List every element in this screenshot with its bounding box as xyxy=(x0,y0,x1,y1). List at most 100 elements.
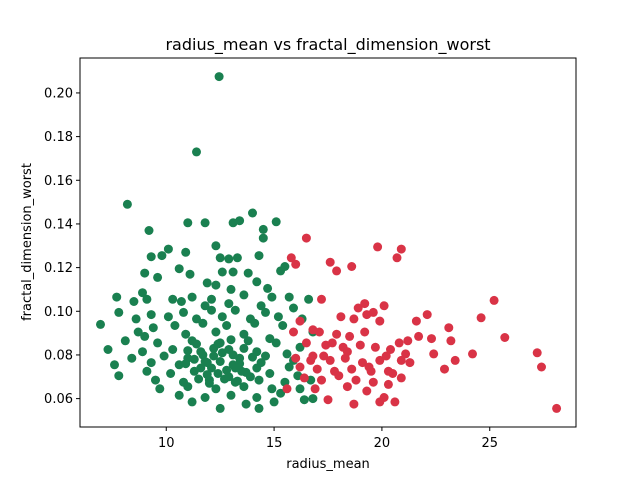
data-point-0-162 xyxy=(252,363,262,373)
data-point-0-55 xyxy=(261,307,270,317)
x-tick-label: 20 xyxy=(374,436,391,451)
x-axis-ticks: 10 15 20 25 xyxy=(158,427,498,451)
y-tick-label: 0.16 xyxy=(44,174,73,189)
data-point-1-14 xyxy=(414,331,424,341)
data-point-0-138 xyxy=(269,397,279,407)
data-point-0-136 xyxy=(187,397,197,407)
data-point-0-19 xyxy=(224,254,234,264)
data-point-0-2 xyxy=(122,199,132,209)
data-point-0-66 xyxy=(148,323,158,333)
data-point-0-108 xyxy=(166,369,176,378)
data-point-0-10 xyxy=(258,224,268,234)
data-point-1-5 xyxy=(476,313,486,323)
data-point-0-42 xyxy=(267,292,277,302)
data-point-1-3 xyxy=(500,333,510,342)
x-tick-label: 15 xyxy=(266,436,283,451)
data-point-0-17 xyxy=(215,253,225,263)
data-point-0-74 xyxy=(181,329,191,339)
y-tick-label: 0.12 xyxy=(44,261,73,276)
data-point-1-71 xyxy=(286,253,296,263)
data-point-0-131 xyxy=(276,388,286,398)
data-point-0-32 xyxy=(211,280,221,290)
data-point-0-62 xyxy=(273,312,283,322)
data-point-0-106 xyxy=(114,371,124,381)
data-point-0-146 xyxy=(228,350,238,360)
data-point-0-83 xyxy=(271,338,281,348)
data-point-1-58 xyxy=(317,375,326,385)
data-point-0-164 xyxy=(217,348,227,358)
data-point-0-33 xyxy=(226,284,236,294)
data-point-1-86 xyxy=(306,355,316,365)
data-point-0-121 xyxy=(155,384,165,394)
data-point-0-45 xyxy=(142,294,152,304)
data-point-0-123 xyxy=(211,384,221,394)
data-point-0-64 xyxy=(96,319,105,329)
data-point-1-19 xyxy=(383,379,393,389)
data-point-0-153 xyxy=(232,376,242,386)
data-point-1-30 xyxy=(332,266,342,276)
data-point-0-9 xyxy=(144,226,154,235)
data-point-1-67 xyxy=(375,397,385,407)
x-tick-label: 25 xyxy=(481,436,498,451)
data-point-1-24 xyxy=(396,244,406,254)
data-point-0-129 xyxy=(226,390,236,400)
data-point-0-100 xyxy=(146,358,156,368)
data-point-0-36 xyxy=(112,292,122,302)
data-point-1-20 xyxy=(396,373,406,383)
data-point-0-142 xyxy=(202,370,212,380)
data-point-0-114 xyxy=(151,375,160,385)
y-tick-label: 0.10 xyxy=(44,305,73,320)
data-point-1-29 xyxy=(301,233,311,243)
data-point-0-41 xyxy=(239,290,249,300)
data-point-1-45 xyxy=(291,353,301,363)
data-point-0-134 xyxy=(215,403,225,413)
data-point-0-163 xyxy=(245,372,255,382)
data-point-0-93 xyxy=(159,351,169,361)
data-point-0-126 xyxy=(295,384,305,394)
chart-title: radius_mean vs fractal_dimension_worst xyxy=(165,35,490,55)
data-point-0-139 xyxy=(183,346,193,356)
data-point-0-38 xyxy=(168,294,178,304)
x-tick-label: 10 xyxy=(158,436,175,451)
data-point-0-124 xyxy=(239,382,249,392)
data-point-1-51 xyxy=(295,362,305,372)
data-point-0-51 xyxy=(146,310,156,320)
data-point-0-91 xyxy=(282,349,292,359)
data-point-0-44 xyxy=(304,294,314,304)
data-point-1-8 xyxy=(446,336,456,346)
data-point-1-0 xyxy=(552,403,562,413)
data-point-1-37 xyxy=(345,331,355,341)
data-point-1-17 xyxy=(396,355,406,365)
data-point-1-16 xyxy=(401,349,411,359)
data-point-0-18 xyxy=(232,253,242,263)
data-point-0-47 xyxy=(200,301,210,311)
data-point-1-31 xyxy=(317,294,326,304)
data-point-0-70 xyxy=(250,318,260,328)
data-point-0-68 xyxy=(198,318,208,328)
data-point-1-9 xyxy=(444,323,454,333)
data-point-0-127 xyxy=(174,390,184,400)
data-point-1-70 xyxy=(323,395,333,405)
data-point-0-58 xyxy=(163,312,173,322)
data-point-1-13 xyxy=(411,316,421,326)
data-point-0-144 xyxy=(215,357,225,366)
data-point-0-28 xyxy=(276,266,286,276)
data-point-0-69 xyxy=(222,321,232,330)
data-point-0-13 xyxy=(211,241,221,251)
y-tick-label: 0.20 xyxy=(44,86,73,101)
data-point-0-1 xyxy=(192,147,201,157)
data-point-1-60 xyxy=(351,375,361,385)
data-point-1-36 xyxy=(332,329,342,339)
data-point-0-135 xyxy=(254,403,264,413)
data-point-1-7 xyxy=(450,355,460,365)
data-point-0-130 xyxy=(252,393,262,402)
data-point-0-37 xyxy=(129,297,139,306)
data-point-0-65 xyxy=(133,327,143,337)
data-point-0-34 xyxy=(263,283,273,293)
data-point-1-77 xyxy=(353,303,363,313)
data-point-1-62 xyxy=(282,384,292,394)
data-point-0-71 xyxy=(278,321,288,330)
data-point-0-60 xyxy=(217,312,227,322)
data-point-0-85 xyxy=(103,345,113,354)
